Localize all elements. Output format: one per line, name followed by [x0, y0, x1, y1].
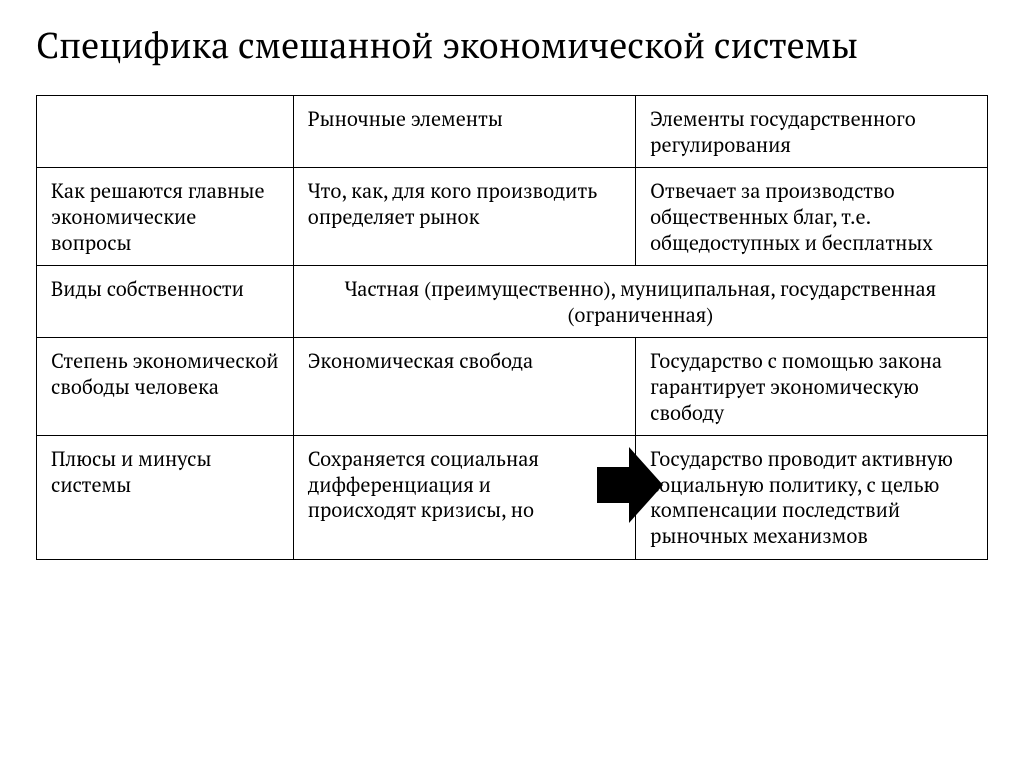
header-cell-gov: Элементы государственного регулирования	[636, 96, 988, 168]
economy-table: Рыночные элементы Элементы государственн…	[36, 95, 988, 559]
cell-market: Экономическая свобода	[293, 338, 635, 436]
cell-market: Что, как, для кого производить определяе…	[293, 168, 635, 266]
cell-gov: Государство с помощью закона гарантирует…	[636, 338, 988, 436]
row-label: Виды собственности	[37, 266, 294, 338]
header-cell-market: Рыночные элементы	[293, 96, 635, 168]
cell-market-text: Сохраняется социальная дифференциация и …	[308, 446, 587, 523]
header-cell-empty	[37, 96, 294, 168]
row-label: Плюсы и минусы системы	[37, 436, 294, 559]
table-row: Плюсы и минусы системы Сохраняется социа…	[37, 436, 988, 559]
cell-merged-ownership: Частная (преимущественно), муниципальная…	[293, 266, 987, 338]
cell-gov: Государство проводит активную социальную…	[636, 436, 988, 559]
table-row: Степень экономической свободы человека Э…	[37, 338, 988, 436]
table-row: Виды собственности Частная (преимуществе…	[37, 266, 988, 338]
row-label: Степень экономической свободы человека	[37, 338, 294, 436]
table-row: Как решаются главные экономические вопро…	[37, 168, 988, 266]
table-row: Рыночные элементы Элементы государственн…	[37, 96, 988, 168]
arrow-icon	[597, 447, 663, 523]
row-label: Как решаются главные экономические вопро…	[37, 168, 294, 266]
cell-market-with-arrow: Сохраняется социальная дифференциация и …	[293, 436, 635, 559]
page-title: Специфика смешанной экономической систем…	[36, 24, 988, 67]
cell-gov: Отвечает за производство общественных бл…	[636, 168, 988, 266]
